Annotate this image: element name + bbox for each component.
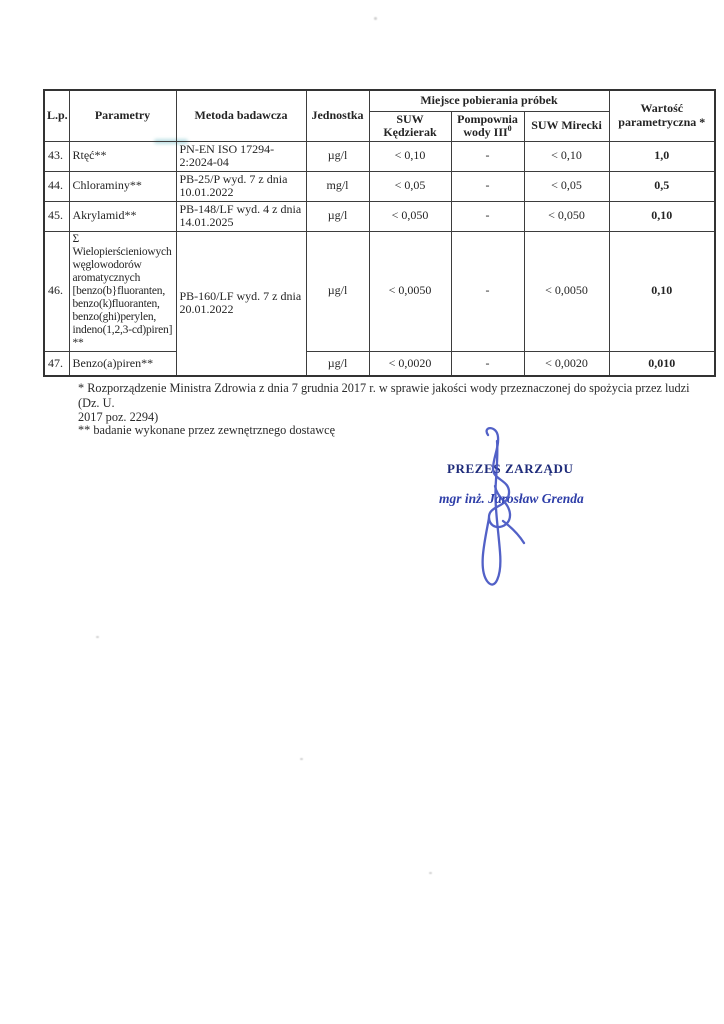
- col-header-parametry: Parametry: [68, 89, 177, 142]
- cell-jednostka: µg/l: [305, 350, 370, 377]
- water-quality-results-table: L.p. Parametry Metoda badawcza Jednostka…: [43, 89, 717, 377]
- col-header-wartosc-parametryczna: Wartość parametryczna *: [608, 89, 716, 142]
- cell-jednostka: mg/l: [305, 170, 370, 202]
- cell-lp: 47.: [43, 350, 70, 377]
- cell-lp: 44.: [43, 170, 70, 202]
- cell-wartosc: 0,010: [608, 350, 716, 377]
- cell-suw-mirecki: < 0,0050: [523, 230, 610, 352]
- col-header-suw-mirecki: SUW Mirecki: [523, 110, 610, 142]
- cell-parametr: Chloraminy**: [68, 170, 177, 202]
- cell-parametr: Σ Wielopierścieniowych węglowodorów arom…: [68, 230, 177, 352]
- cell-pompownia: -: [450, 170, 525, 202]
- cell-jednostka: µg/l: [305, 200, 370, 232]
- scan-speck: [374, 17, 377, 20]
- cell-metoda: PN-EN ISO 17294-2:2024-04: [175, 140, 307, 172]
- cell-jednostka: µg/l: [305, 140, 370, 172]
- cell-pompownia: -: [450, 350, 525, 377]
- cell-wartosc: 0,5: [608, 170, 716, 202]
- footnote-external-lab: ** badanie wykonane przez zewnętrznego d…: [78, 423, 336, 437]
- cell-lp: 43.: [43, 140, 70, 172]
- footnote-regulation-line1: * Rozporządzenie Ministra Zdrowia z dnia…: [78, 381, 690, 410]
- table-row-47: 47. Benzo(a)piren** µg/l < 0,0020 - < 0,…: [43, 350, 716, 377]
- scan-speck: [96, 636, 99, 638]
- cell-parametr: Benzo(a)piren**: [68, 350, 177, 377]
- cell-suw-kedzierak: < 0,0020: [368, 350, 452, 377]
- table-row-44: 44. Chloraminy** PB-25/P wyd. 7 z dnia 1…: [43, 170, 716, 202]
- col-header-suw-kedzierak: SUW Kędzierak: [368, 110, 452, 142]
- pompownia-label-line2: wody III: [463, 125, 508, 139]
- cell-suw-kedzierak: < 0,10: [368, 140, 452, 172]
- col-header-jednostka: Jednostka: [305, 89, 370, 142]
- footnote-regulation-line2: 2017 poz. 2294): [78, 410, 159, 424]
- cell-metoda: PB-25/P wyd. 7 z dnia 10.01.2022: [175, 170, 307, 202]
- col-header-lp: L.p.: [43, 89, 70, 142]
- cell-lp: 46.: [43, 230, 70, 352]
- cell-wartosc: 1,0: [608, 140, 716, 172]
- scan-speck: [300, 758, 303, 760]
- cell-suw-kedzierak: < 0,05: [368, 170, 452, 202]
- table-row-43: 43. Rtęć** PN-EN ISO 17294-2:2024-04 µg/…: [43, 140, 716, 172]
- cell-wartosc: 0,10: [608, 230, 716, 352]
- cell-wartosc: 0,10: [608, 200, 716, 232]
- table-row-45: 45. Akrylamid** PB-148/LF wyd. 4 z dnia …: [43, 200, 716, 232]
- col-header-metoda: Metoda badawcza: [175, 89, 307, 142]
- pompownia-label-line1: Pompownia: [457, 111, 518, 126]
- cell-pompownia: -: [450, 230, 525, 352]
- signature-name: mgr inż. Jarosław Grenda: [439, 491, 584, 506]
- cell-suw-mirecki: < 0,10: [523, 140, 610, 172]
- cell-parametr: Akrylamid**: [68, 200, 177, 232]
- cell-suw-kedzierak: < 0,0050: [368, 230, 452, 352]
- cell-metoda: PB-148/LF wyd. 4 z dnia 14.01.2025: [175, 200, 307, 232]
- handwritten-signature-icon: [481, 426, 526, 586]
- cell-pompownia: -: [450, 200, 525, 232]
- signature-title: PREZES ZARZĄDU: [447, 461, 574, 476]
- results-table-wrapper: L.p. Parametry Metoda badawcza Jednostka…: [43, 89, 717, 377]
- cell-suw-mirecki: < 0,050: [523, 200, 610, 232]
- col-header-pompownia: Pompownia wody III0: [450, 110, 525, 142]
- pompownia-superscript: 0: [507, 124, 512, 133]
- scan-speck: [429, 872, 432, 874]
- cell-parametr: Rtęć**: [68, 140, 177, 172]
- col-header-miejsce-pobierania: Miejsce pobierania próbek: [368, 89, 610, 112]
- cell-suw-kedzierak: < 0,050: [368, 200, 452, 232]
- cell-pompownia: -: [450, 140, 525, 172]
- cell-metoda-merged: PB-160/LF wyd. 7 z dnia 20.01.2022: [175, 230, 307, 377]
- footnote-regulation: * Rozporządzenie Ministra Zdrowia z dnia…: [78, 381, 696, 425]
- cell-suw-mirecki: < 0,0020: [523, 350, 610, 377]
- cell-lp: 45.: [43, 200, 70, 232]
- cell-suw-mirecki: < 0,05: [523, 170, 610, 202]
- table-row-46: 46. Σ Wielopierścieniowych węglowodorów …: [43, 230, 716, 377]
- cell-jednostka: µg/l: [305, 230, 370, 352]
